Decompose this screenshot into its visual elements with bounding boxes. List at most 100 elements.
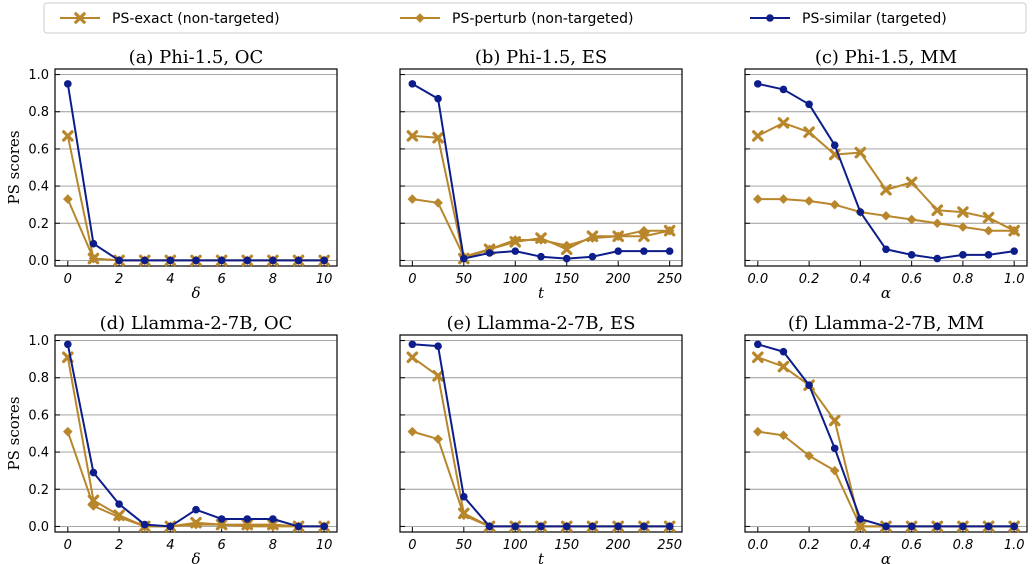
xtick-label: 200	[606, 538, 631, 553]
data-point-similar	[320, 522, 328, 531]
legend-marker-diamond	[415, 13, 425, 23]
x-axis-label: α	[881, 284, 891, 302]
legend-label: PS-perturb (non-targeted)	[452, 11, 633, 27]
plot-frame	[54, 334, 338, 533]
data-point-similar	[907, 251, 916, 259]
chart-title: (b) Phi-1.5, ES	[475, 47, 607, 68]
data-point-similar	[665, 522, 674, 531]
data-point-similar	[830, 444, 839, 453]
data-point-perturb	[906, 214, 917, 225]
data-point-similar	[640, 522, 648, 531]
ytick-label: 0.8	[28, 105, 49, 120]
data-point-similar	[511, 247, 520, 255]
data-point-similar	[511, 522, 520, 531]
xtick-label: 0	[64, 272, 72, 287]
xtick-label: 150	[554, 272, 579, 287]
data-point-similar	[933, 254, 942, 263]
data-point-exact	[406, 130, 419, 142]
legend: PS-exact (non-targeted) PS-perturb (non-t…	[43, 2, 1027, 34]
data-point-perturb	[778, 194, 789, 204]
xtick-label: 50	[456, 538, 473, 553]
chart-panel: 0 50 100 150 200 250 (b) Phi-1.5, ES t	[399, 47, 683, 302]
data-point-similar	[294, 256, 303, 265]
data-point-similar	[243, 256, 252, 265]
ytick-label: 0.4	[28, 446, 49, 461]
ytick-label: 0.0	[28, 520, 49, 535]
plot-frame	[54, 68, 338, 267]
data-point-similar	[959, 251, 967, 259]
xtick-label: 8	[269, 538, 277, 553]
chart-panel: 0.0 0.2 0.4 0.6 0.8 1.0 0 2 4 6 8 10 (a) Phi-1.5, OC…	[5, 47, 338, 302]
data-point-similar	[89, 468, 98, 477]
data-point-similar	[805, 100, 813, 109]
series-line-similar	[412, 343, 670, 528]
chart-title: (f) Llamma-2-7B, MM	[788, 313, 984, 334]
data-point-similar	[192, 505, 200, 514]
data-point-similar	[140, 520, 149, 529]
x-axis-label: t	[538, 284, 545, 302]
data-point-similar	[166, 256, 175, 265]
chart-panels: 0.0 0.2 0.4 0.6 0.8 1.0 0 2 4 6 8 10 (a) Phi-1.5, OC…	[5, 47, 1028, 564]
data-point-perturb	[829, 199, 840, 210]
xtick-label: 8	[269, 272, 277, 287]
series-line-exact	[757, 356, 1015, 528]
data-point-exact	[638, 230, 650, 243]
data-point-similar	[166, 522, 175, 531]
data-point-exact	[880, 184, 892, 196]
series-line-similar	[66, 83, 325, 262]
xtick-label: 0.0	[747, 538, 768, 553]
data-point-exact	[752, 351, 764, 364]
data-point-similar	[830, 141, 839, 149]
data-point-perturb	[778, 430, 789, 441]
data-point-perturb	[407, 194, 418, 204]
y-axis-label: PS scores	[5, 130, 23, 204]
data-point-similar	[984, 522, 993, 531]
data-point-similar	[115, 500, 123, 508]
data-point-perturb	[268, 521, 278, 532]
ytick-label: 0.2	[28, 217, 49, 232]
xtick-label: 150	[554, 538, 579, 553]
series-line-perturb	[412, 198, 670, 258]
data-point-perturb	[855, 521, 866, 532]
data-point-perturb	[510, 235, 521, 245]
data-point-similar	[217, 515, 226, 523]
xtick-label: 0.8	[953, 538, 974, 553]
data-point-similar	[1010, 247, 1018, 255]
xtick-label: 0.2	[799, 538, 820, 553]
data-point-perturb	[88, 253, 99, 264]
data-point-similar	[933, 522, 942, 531]
x-axis-label: t	[538, 550, 545, 564]
x-axis-label: α	[881, 550, 891, 564]
xtick-label: 0	[408, 272, 416, 287]
xtick-label: 0.2	[799, 272, 820, 287]
data-point-similar	[320, 256, 328, 265]
series-line-exact	[411, 356, 670, 528]
y-axis-label: PS scores	[5, 396, 23, 470]
data-point-perturb	[587, 233, 598, 243]
data-point-exact	[957, 206, 969, 218]
chart-title: (d) Llamma-2-7B, OC	[100, 313, 293, 334]
data-point-perturb	[613, 231, 623, 242]
data-point-perturb	[433, 198, 443, 208]
xtick-label: 0	[408, 538, 416, 553]
data-point-similar	[115, 256, 123, 265]
series-line-perturb	[757, 430, 1015, 528]
data-point-similar	[882, 522, 890, 531]
data-point-similar	[408, 80, 417, 88]
xtick-label: 100	[503, 538, 528, 553]
data-point-similar	[856, 208, 865, 216]
xtick-label: 10	[316, 272, 333, 287]
data-point-exact	[752, 130, 764, 142]
series-line-exact	[66, 135, 325, 262]
data-point-perturb	[114, 512, 124, 522]
data-point-perturb	[216, 519, 227, 530]
data-point-similar	[192, 256, 200, 265]
data-point-perturb	[536, 235, 546, 245]
plot-frame	[399, 68, 683, 267]
data-point-similar	[805, 381, 813, 389]
ytick-label: 0.4	[28, 180, 49, 195]
data-point-perturb	[932, 218, 943, 229]
chart-panel: 0 50 100 150 200 250 (e) Llamma-2-7B, ES t	[399, 313, 683, 564]
data-point-similar	[562, 254, 571, 263]
plot-frame	[399, 334, 683, 533]
